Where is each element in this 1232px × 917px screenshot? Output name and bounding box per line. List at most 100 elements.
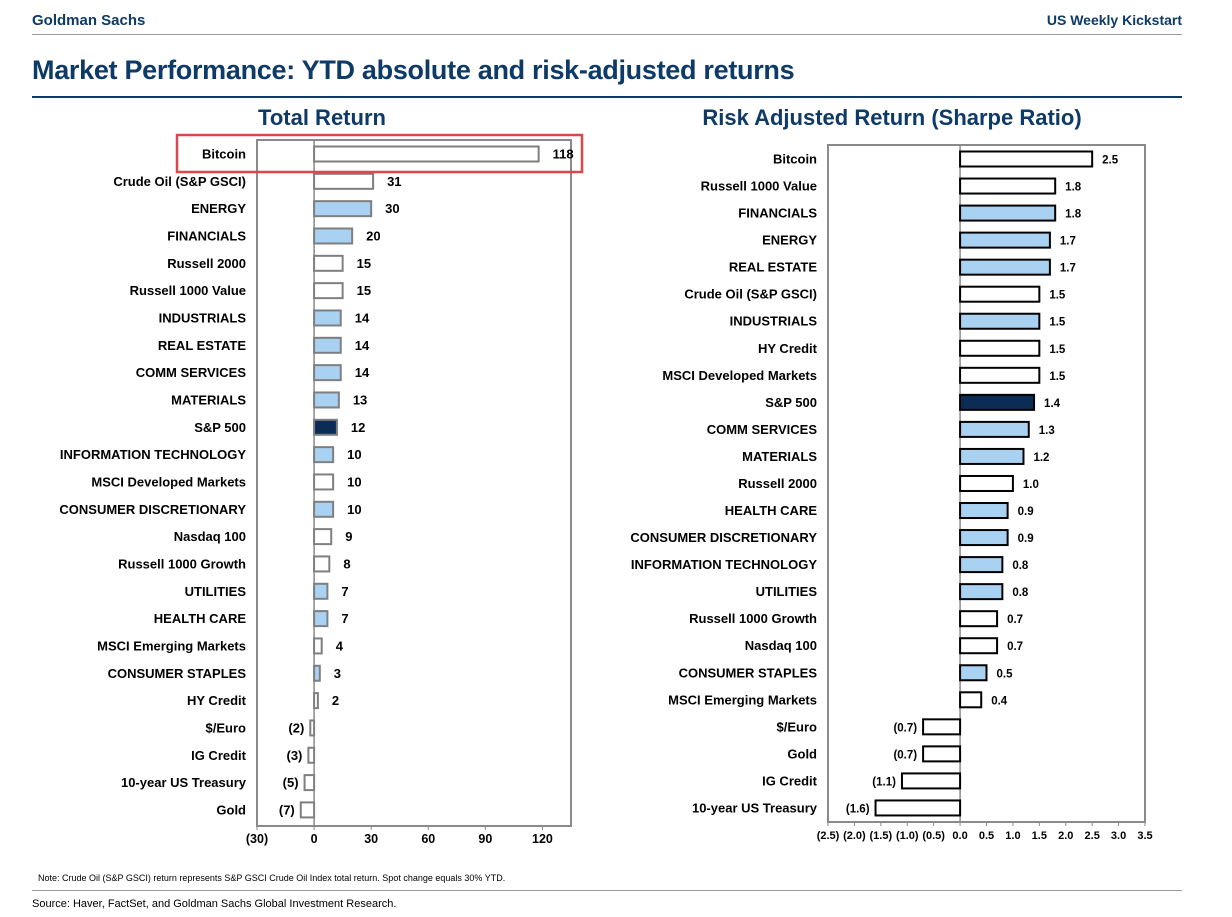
category-label: Gold (216, 802, 246, 817)
data-label: 0.7 (1007, 641, 1023, 653)
category-label: HEALTH CARE (725, 503, 818, 518)
x-tick-label: 2.5 (1085, 830, 1100, 842)
bar (959, 610, 999, 628)
category-label: INFORMATION TECHNOLOGY (631, 557, 817, 572)
category-label: FINANCIALS (167, 228, 246, 243)
source-line: Source: Haver, FactSet, and Goldman Sach… (32, 898, 397, 910)
bar (313, 336, 342, 354)
bar (959, 529, 1009, 547)
category-label: $/Euro (206, 720, 247, 735)
bar (959, 231, 1051, 249)
chart-title: Total Return (258, 105, 386, 130)
category-label: ENERGY (762, 233, 817, 248)
data-label: (7) (279, 802, 295, 817)
category-label: REAL ESTATE (729, 260, 817, 275)
x-tick-label: 1.0 (1005, 830, 1020, 842)
bar (959, 556, 1004, 574)
category-label: HY Credit (758, 341, 818, 356)
category-label: IG Credit (191, 748, 247, 763)
category-label: S&P 500 (765, 395, 817, 410)
bar (959, 664, 988, 682)
category-label: COMM SERVICES (136, 365, 247, 380)
data-label: 7 (341, 611, 348, 626)
bar (922, 718, 962, 736)
data-label: 0.7 (1007, 614, 1023, 626)
bar (313, 446, 335, 464)
x-tick-label: 60 (421, 832, 435, 846)
data-label: (1.6) (846, 803, 870, 815)
x-tick-label: 30 (364, 832, 378, 846)
bar (313, 664, 321, 682)
data-label: 0.5 (997, 668, 1014, 680)
bar (959, 393, 1036, 411)
highlight-box (175, 133, 584, 174)
bar (922, 745, 962, 763)
data-label: 15 (357, 256, 371, 271)
data-label: 10 (347, 474, 361, 489)
category-label: MATERIALS (742, 449, 817, 464)
category-label: INDUSTRIALS (730, 314, 818, 329)
bar (959, 502, 1009, 520)
x-tick-label: (1.5) (870, 830, 893, 842)
bar (313, 500, 335, 518)
bar (313, 582, 329, 600)
bar (959, 583, 1004, 601)
category-label: INDUSTRIALS (159, 310, 247, 325)
data-label: 1.8 (1065, 182, 1082, 194)
category-label: UTILITIES (756, 584, 818, 599)
bar (959, 637, 999, 655)
bar (959, 312, 1041, 330)
bar (959, 339, 1041, 357)
bar (900, 772, 962, 790)
category-label: CONSUMER DISCRETIONARY (59, 502, 246, 517)
x-tick-label: (1.0) (896, 830, 919, 842)
category-label: Bitcoin (773, 152, 817, 167)
chart-title: Risk Adjusted Return (Sharpe Ratio) (702, 105, 1081, 130)
x-tick-label: 2.0 (1058, 830, 1073, 842)
data-label: 0.8 (1012, 560, 1029, 572)
bar (959, 150, 1094, 168)
category-label: Russell 1000 Growth (689, 611, 817, 626)
category-label: Gold (787, 746, 817, 761)
data-label: 2 (332, 693, 339, 708)
bar (313, 200, 373, 218)
bar (874, 799, 962, 817)
data-label: 14 (355, 310, 370, 325)
category-label: S&P 500 (194, 420, 246, 435)
category-label: 10-year US Treasury (692, 800, 818, 815)
category-label: MATERIALS (171, 392, 246, 407)
category-label: Russell 2000 (738, 476, 817, 491)
footnote: Note: Crude Oil (S&P GSCI) return repres… (38, 873, 506, 883)
category-label: MSCI Developed Markets (662, 368, 817, 383)
category-label: REAL ESTATE (158, 338, 246, 353)
data-label: 118 (553, 147, 574, 162)
data-label: 1.5 (1049, 290, 1066, 302)
category-label: CONSUMER STAPLES (679, 665, 818, 680)
x-tick-label: 90 (478, 832, 492, 846)
data-label: 14 (355, 338, 370, 353)
bar (313, 309, 342, 327)
x-tick-label: 3.0 (1111, 830, 1126, 842)
category-label: 10-year US Treasury (121, 775, 247, 790)
footer-divider (32, 890, 1182, 891)
data-label: 2.5 (1102, 155, 1119, 167)
data-label: 12 (351, 420, 365, 435)
bar (313, 528, 333, 546)
data-label: (0.7) (893, 722, 917, 734)
data-label: 1.5 (1049, 344, 1066, 356)
category-label: Russell 1000 Value (130, 283, 246, 298)
x-tick-label: 0 (311, 832, 318, 846)
x-tick-label: (0.5) (922, 830, 945, 842)
data-label: 14 (355, 365, 370, 380)
category-label: FINANCIALS (738, 206, 817, 221)
data-label: 15 (357, 283, 371, 298)
data-label: 0.9 (1018, 533, 1034, 545)
data-label: 20 (366, 228, 380, 243)
bar (313, 637, 323, 655)
bar (313, 692, 319, 710)
data-label: (0.7) (893, 749, 917, 761)
data-label: 4 (336, 638, 344, 653)
data-label: 1.3 (1039, 425, 1055, 437)
category-label: COMM SERVICES (707, 422, 818, 437)
data-label: 31 (387, 174, 401, 189)
